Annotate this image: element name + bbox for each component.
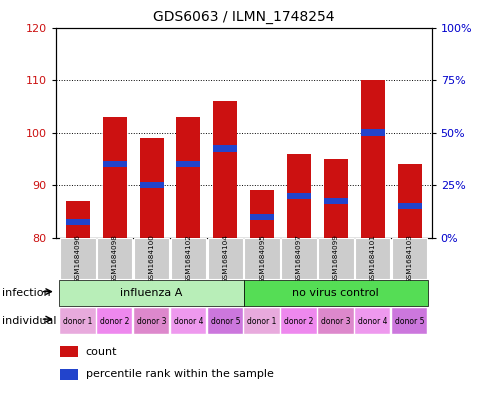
Bar [287, 193, 310, 199]
Text: GSM1684100: GSM1684100 [148, 234, 154, 283]
Bar [318, 308, 353, 334]
Bar [360, 129, 384, 136]
Bar [243, 281, 427, 306]
Bar [397, 203, 421, 209]
Text: GSM1684104: GSM1684104 [222, 234, 228, 283]
Bar [244, 308, 279, 334]
Text: donor 5: donor 5 [394, 317, 424, 325]
Bar [60, 346, 78, 357]
Text: donor 1: donor 1 [63, 317, 92, 325]
Bar [139, 182, 163, 188]
Title: GDS6063 / ILMN_1748254: GDS6063 / ILMN_1748254 [152, 10, 334, 24]
Bar [66, 201, 90, 238]
Bar [323, 198, 347, 204]
Bar [207, 308, 242, 334]
Text: count: count [86, 347, 117, 357]
Bar [360, 80, 384, 238]
Text: donor 5: donor 5 [210, 317, 240, 325]
Bar [139, 138, 163, 238]
Bar [103, 117, 126, 238]
Bar [97, 238, 132, 279]
Bar [60, 238, 95, 279]
Bar [318, 238, 353, 279]
Text: donor 4: donor 4 [357, 317, 387, 325]
Bar [391, 308, 426, 334]
Bar [170, 238, 206, 279]
Bar [60, 308, 95, 334]
Bar [323, 159, 347, 238]
Bar [60, 369, 78, 380]
Bar [250, 213, 273, 220]
Bar [176, 161, 200, 167]
Bar [66, 219, 90, 225]
Bar [170, 308, 206, 334]
Bar [213, 145, 237, 152]
Text: GSM1684096: GSM1684096 [75, 234, 81, 283]
Bar [391, 238, 426, 279]
Text: donor 2: donor 2 [284, 317, 313, 325]
Text: GSM1684103: GSM1684103 [406, 234, 412, 283]
Bar [207, 238, 242, 279]
Bar [60, 281, 243, 306]
Bar [287, 154, 310, 238]
Text: donor 1: donor 1 [247, 317, 276, 325]
Text: donor 3: donor 3 [136, 317, 166, 325]
Text: donor 2: donor 2 [100, 317, 129, 325]
Bar [176, 117, 200, 238]
Text: infection: infection [2, 288, 51, 298]
Bar [213, 101, 237, 238]
Bar [354, 238, 390, 279]
Text: GSM1684098: GSM1684098 [111, 234, 118, 283]
Bar [354, 308, 390, 334]
Bar [97, 308, 132, 334]
Text: donor 4: donor 4 [173, 317, 203, 325]
Bar [244, 238, 279, 279]
Bar [281, 308, 316, 334]
Text: GSM1684101: GSM1684101 [369, 234, 375, 283]
Text: individual: individual [2, 316, 57, 326]
Text: GSM1684097: GSM1684097 [295, 234, 302, 283]
Text: donor 3: donor 3 [320, 317, 350, 325]
Bar [281, 238, 316, 279]
Bar [250, 191, 273, 238]
Text: GSM1684102: GSM1684102 [185, 234, 191, 283]
Text: GSM1684095: GSM1684095 [258, 234, 265, 283]
Bar [103, 161, 126, 167]
Text: GSM1684099: GSM1684099 [332, 234, 338, 283]
Text: percentile rank within the sample: percentile rank within the sample [86, 369, 273, 379]
Bar [134, 238, 169, 279]
Text: influenza A: influenza A [120, 288, 182, 298]
Bar [134, 308, 169, 334]
Text: no virus control: no virus control [292, 288, 378, 298]
Bar [397, 164, 421, 238]
